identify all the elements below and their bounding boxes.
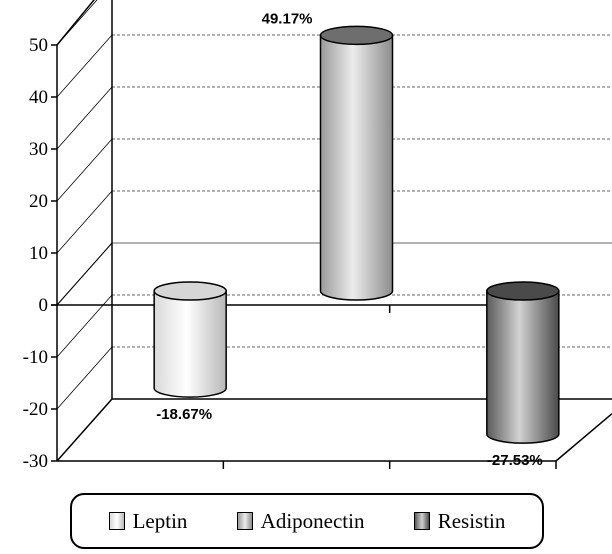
- gridline-side: [56, 190, 113, 254]
- bar-body-resistin: [486, 290, 560, 444]
- floor-left-edge: [56, 398, 113, 462]
- y-tick-label: -30: [23, 451, 48, 472]
- bar-body-leptin: [153, 290, 227, 398]
- side-wall-top-edge: [56, 0, 95, 46]
- gridline-side: [56, 34, 113, 98]
- y-tick-label: 0: [39, 295, 49, 316]
- y-tick-label: 50: [29, 35, 48, 56]
- y-tick-label: 10: [29, 243, 48, 264]
- gridline-side: [56, 346, 113, 410]
- legend-swatch-leptin: [108, 512, 125, 530]
- legend-item-resistin: Resistin: [413, 508, 506, 534]
- legend-item-leptin: Leptin: [108, 508, 188, 534]
- floor-right-edge: [555, 413, 612, 462]
- data-label-leptin: -18.67%: [156, 406, 212, 423]
- bar-adiponectin: [319, 25, 394, 301]
- gridline-side: [56, 86, 113, 150]
- y-tick-label: -10: [23, 347, 48, 368]
- legend-item-adiponectin: Adiponectin: [236, 508, 365, 534]
- data-labels: -18.67% 49.17% -27.53%: [156, 10, 543, 469]
- bars: [153, 25, 560, 444]
- bar-resistin: [486, 281, 560, 444]
- y-tick-label: -20: [23, 399, 48, 420]
- y-tick-label: 20: [29, 191, 48, 212]
- gridline-side: [56, 138, 113, 202]
- gridline-side: [56, 0, 98, 46]
- y-axis-ticks: 50 40 30 20 10 0 -10 -20 -30: [23, 35, 557, 472]
- data-label-resistin: -27.53%: [487, 452, 543, 469]
- data-label-adiponectin: 49.17%: [262, 10, 313, 27]
- legend-swatch-adiponectin: [236, 512, 253, 530]
- bar-top-leptin: [153, 281, 227, 301]
- y-tick-label: 40: [29, 87, 48, 108]
- bar-body-adiponectin: [319, 34, 394, 301]
- legend-swatch-resistin: [413, 512, 430, 530]
- legend-label-adiponectin: Adiponectin: [260, 508, 365, 533]
- bar-top-adiponectin: [319, 25, 394, 46]
- legend-label-resistin: Resistin: [437, 508, 506, 533]
- bar-top-resistin: [486, 281, 560, 301]
- legend: Leptin Adiponectin Resistin: [70, 493, 544, 549]
- legend-label-leptin: Leptin: [132, 508, 188, 533]
- x-axis-depth: [56, 242, 113, 306]
- bar-leptin: [153, 281, 227, 398]
- y-tick-label: 30: [29, 139, 48, 160]
